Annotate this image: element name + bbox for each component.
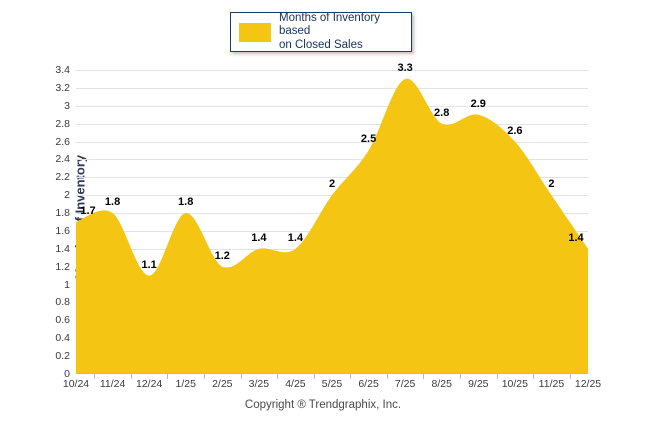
x-axis-tick-label: 5/25 [321,378,343,390]
x-axis-tick-mark [240,374,242,379]
data-point-label: 2 [548,178,555,191]
x-axis-tick-label: 3/25 [248,378,270,390]
y-axis-tick-label: 0 [64,368,70,380]
y-axis-tick-label: 2.6 [55,135,70,148]
y-axis-tick-label: 1 [64,278,70,291]
x-axis-tick-mark [130,374,132,379]
y-axis-tick-label: 1.4 [55,242,70,255]
y-axis-tick-label: 1.2 [55,260,70,273]
y-axis-tick-label: 3.4 [55,64,70,76]
x-axis-tick-label: 2/25 [212,378,233,390]
data-point-label: 2.8 [434,106,450,119]
y-axis-tick-label: 2.2 [55,171,70,184]
y-axis-tick-label: 0.6 [55,314,70,327]
data-point-label: 1.4 [287,231,304,244]
x-axis-tick-label: 4/25 [285,378,306,390]
x-axis-tick-label: 7/25 [394,378,416,390]
x-axis-tick-mark [277,374,279,379]
chart-legend[interactable]: Months of Inventory based on Closed Sale… [230,12,412,52]
data-point-label: 2.6 [507,124,523,137]
x-axis-tick-label: 12/25 [574,378,602,390]
x-axis-tick-label: 8/25 [431,378,452,390]
data-point-label: 2.9 [470,97,486,110]
data-point-label: 3.3 [397,61,413,74]
data-point-label: 1.8 [178,196,194,209]
x-axis-tick-mark [423,374,425,379]
legend-swatch-icon [239,22,271,42]
area-series [76,78,588,374]
x-axis-tick-mark [350,374,352,379]
gridline [76,123,588,125]
data-point-label: 1.1 [141,258,157,271]
y-axis-tick-label: 1.8 [55,207,70,220]
x-axis-tick-mark [386,374,388,379]
gridline [76,141,588,143]
x-axis-tick-label: 10/25 [501,378,528,390]
y-axis-tick-label: 0.2 [55,350,70,363]
area-fill [76,78,588,374]
data-point-label: 2.5 [360,133,377,146]
data-point-label: 1.7 [80,205,96,217]
x-axis-tick-mark [167,374,169,379]
legend-label: Months of Inventory based on Closed Sale… [279,11,380,51]
x-axis-tick-label: 11/25 [538,378,565,390]
gridline [76,159,588,161]
y-axis-tick-label: 3.2 [55,81,70,94]
y-axis-tick-label: 1.6 [55,224,70,237]
x-axis-tick-mark [496,374,498,379]
data-point-label: 1.4 [568,231,584,244]
x-axis-line [76,373,588,374]
y-axis-tick-label: 2.8 [55,117,70,130]
x-axis-tick-label: 10/24 [62,378,90,390]
gridline [76,177,588,179]
y-axis-tick-label: 3 [64,99,70,112]
x-axis-tick-label: 1/25 [175,378,196,390]
y-axis-tick-label: 2 [64,189,70,202]
plot-area [76,70,588,374]
x-axis-tick-mark [94,374,96,379]
x-axis-tick-mark [533,374,535,379]
x-axis-tick-mark [313,374,315,379]
gridline [76,70,588,71]
x-axis-tick-mark [460,374,461,379]
x-axis-tick-label: 6/25 [358,378,379,390]
gridline [76,105,588,107]
y-axis-tick-label: 0.4 [55,332,70,345]
y-axis-tick-label: 2.4 [55,153,70,166]
x-axis-tick-label: 11/24 [99,378,126,390]
x-axis-tick-label: 12/24 [136,378,163,390]
x-axis-tick-mark [569,374,571,379]
y-axis-tick-label: 0.8 [55,296,70,309]
data-point-label: 1.8 [104,196,121,209]
data-point-label: 2 [328,178,336,191]
data-point-label: 1.2 [214,249,230,262]
gridline [76,87,588,89]
data-point-label: 1.4 [251,231,267,244]
x-axis-tick-label: 9/25 [468,378,489,390]
copyright-notice: Copyright ® Trendgraphix, Inc. [244,399,402,411]
x-axis-tick-mark [204,374,205,379]
